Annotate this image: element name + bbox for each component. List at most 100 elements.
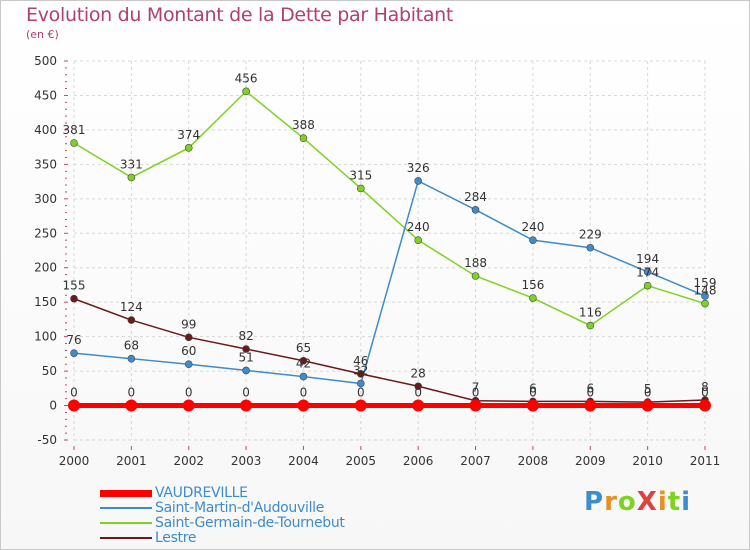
data-label: 6: [586, 381, 594, 395]
data-label: 82: [238, 329, 253, 343]
data-point: [357, 370, 365, 378]
data-point: [354, 399, 367, 412]
data-label: 60: [181, 344, 196, 358]
legend-label-vaudreville: VAUDREVILLE: [155, 485, 248, 501]
data-point: [127, 316, 136, 324]
data-point: [641, 399, 654, 412]
data-point: [70, 139, 78, 147]
data-point: [299, 356, 308, 365]
data-label: 188: [464, 256, 487, 270]
data-point: [701, 292, 709, 300]
y-tick-label: 450: [34, 88, 57, 102]
data-label: 374: [177, 128, 200, 142]
series-line-1: [73, 179, 706, 385]
data-label: 46: [353, 354, 368, 368]
data-point: [526, 399, 539, 412]
data-label: 0: [357, 386, 365, 400]
data-label: 315: [349, 168, 372, 182]
data-point: [70, 349, 78, 357]
x-tick-label: 2000: [59, 454, 90, 468]
data-label: 28: [411, 366, 426, 380]
legend-swatch-vaudreville: [100, 489, 152, 497]
data-label: 0: [644, 386, 652, 400]
legend-label-saint-martin: Saint-Martin-d'Audouville: [155, 500, 325, 516]
data-point: [299, 134, 308, 142]
data-label: 116: [579, 306, 602, 320]
proxiti-logo: ProXiti: [584, 487, 692, 517]
data-label: 0: [472, 386, 480, 400]
x-tick-label: 2006: [403, 454, 434, 468]
legend-item-vaudreville[interactable]: VAUDREVILLE: [100, 485, 248, 501]
data-label: 155: [63, 279, 86, 293]
data-point: [412, 399, 425, 412]
data-label: 381: [63, 123, 86, 137]
data-point: [182, 399, 195, 412]
x-tick-label: 2002: [173, 454, 204, 468]
legend-item-saint-germain[interactable]: Saint-Germain-de-Tournebut: [100, 515, 345, 531]
data-point: [184, 360, 193, 369]
data-label: 7: [472, 381, 480, 395]
data-point: [242, 345, 250, 353]
legend-swatch-saint-martin: [100, 507, 152, 509]
data-label: 99: [181, 317, 196, 331]
y-tick-label: 50: [42, 364, 57, 378]
data-label: 456: [235, 71, 258, 85]
legend-item-saint-martin[interactable]: Saint-Martin-d'Audouville: [100, 500, 325, 516]
data-point: [357, 184, 365, 193]
data-point: [127, 173, 136, 182]
data-label: 5: [644, 382, 652, 396]
y-tick-label: 100: [34, 330, 57, 344]
data-label: 0: [586, 386, 594, 400]
data-label: 194: [636, 252, 659, 266]
data-label: 326: [407, 161, 430, 175]
data-point: [414, 177, 422, 185]
y-tick-label: 500: [34, 54, 57, 68]
x-tick-label: 2001: [116, 454, 147, 468]
data-point: [701, 299, 709, 308]
data-point: [242, 87, 250, 96]
x-tick-label: 2007: [460, 454, 491, 468]
data-point: [529, 236, 537, 244]
data-label: 6: [529, 381, 537, 395]
data-point: [529, 294, 537, 302]
unit-label: (en €): [26, 28, 59, 41]
chart-title: Evolution du Montant de la Dette par Hab…: [26, 4, 454, 26]
data-label: 159: [694, 276, 717, 290]
data-point: [297, 399, 310, 412]
data-label: 42: [296, 357, 311, 371]
data-label: 240: [407, 220, 430, 234]
data-point: [127, 354, 136, 363]
data-label: 68: [124, 339, 139, 353]
legend-label-saint-germain: Saint-Germain-de-Tournebut: [155, 515, 345, 531]
data-point: [68, 399, 80, 412]
x-tick-label: 2003: [231, 454, 262, 468]
data-label: 124: [120, 300, 143, 314]
data-label: 388: [292, 118, 315, 132]
y-tick-label: 150: [34, 295, 57, 309]
data-point: [469, 399, 482, 412]
data-point: [584, 399, 597, 412]
data-label: 0: [529, 386, 537, 400]
data-point: [414, 382, 422, 391]
x-tick-label: 2008: [518, 454, 549, 468]
data-point: [70, 294, 78, 303]
y-tick-label: 350: [34, 157, 57, 171]
legend-swatch-saint-germain: [100, 522, 152, 524]
legend-label-lestre: Lestre: [155, 530, 197, 546]
x-tick-label: 2004: [288, 454, 319, 468]
data-label: 76: [66, 333, 81, 347]
data-point: [586, 321, 595, 330]
data-label: 65: [296, 341, 311, 355]
data-label: 156: [521, 278, 544, 292]
data-label: 51: [238, 350, 253, 364]
data-point: [471, 206, 480, 214]
data-label: 0: [70, 386, 78, 400]
data-point: [586, 243, 595, 252]
x-tick-label: 2010: [632, 454, 663, 468]
data-label: 240: [521, 220, 544, 234]
legend-item-lestre[interactable]: Lestre: [100, 530, 197, 546]
x-tick-label: 2005: [346, 454, 377, 468]
data-label: 8: [701, 380, 709, 394]
x-tick-label: 2011: [690, 454, 721, 468]
